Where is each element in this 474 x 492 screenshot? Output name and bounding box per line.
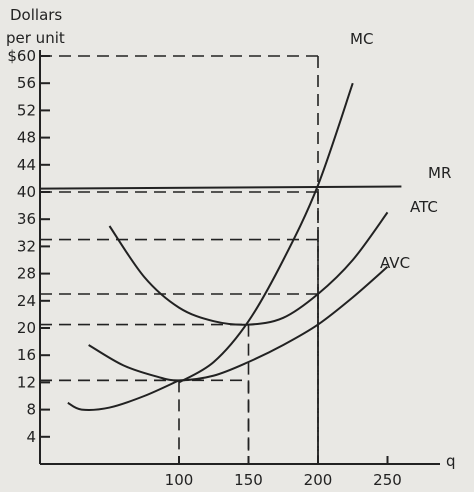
- mr-curve: [39, 185, 402, 190]
- y-tick-label: 8: [26, 401, 36, 419]
- reference-lines: [40, 55, 319, 464]
- y-tick-label: $60: [7, 47, 36, 65]
- x-tick-label: 200: [304, 471, 333, 489]
- avc-curve: [88, 266, 389, 382]
- axes: [39, 50, 440, 465]
- mc-label: MC: [350, 30, 373, 48]
- y-tick-label: 56: [17, 74, 36, 92]
- y-tick-label: 52: [17, 101, 36, 119]
- mr-label: MR: [428, 164, 451, 182]
- y-tick-label: 4: [26, 428, 36, 446]
- y-tick-label: 20: [17, 319, 36, 337]
- atc-curve: [108, 211, 389, 326]
- mc-curve: [178, 82, 354, 384]
- ticks: $60 56 52 48 44 40 36 32 28 24 20 16 12 8 4 100 150 200 25…: [7, 47, 401, 489]
- curves: [39, 82, 402, 411]
- y-tick-label: 44: [17, 156, 36, 174]
- y-tick-label: 36: [17, 210, 36, 228]
- atc-label: ATC: [410, 198, 438, 216]
- y-tick-label: 16: [17, 346, 36, 364]
- y-tick-label: 12: [17, 373, 36, 391]
- y-tick-label: 32: [17, 237, 36, 255]
- y-axis-title-line1: Dollars: [10, 6, 62, 24]
- y-axis-title-line2: per unit: [6, 29, 65, 47]
- x-axis-title: q: [446, 452, 456, 470]
- x-tick-label: 150: [234, 471, 263, 489]
- x-tick-label: 250: [373, 471, 402, 489]
- mc-lower-branch-curve: [67, 379, 180, 411]
- y-tick-label: 28: [17, 265, 36, 283]
- y-tick-label: 24: [17, 292, 36, 310]
- y-tick-label: 40: [17, 183, 36, 201]
- avc-label: AVC: [380, 254, 410, 272]
- y-tick-label: 48: [17, 129, 36, 147]
- x-tick-label: 100: [165, 471, 194, 489]
